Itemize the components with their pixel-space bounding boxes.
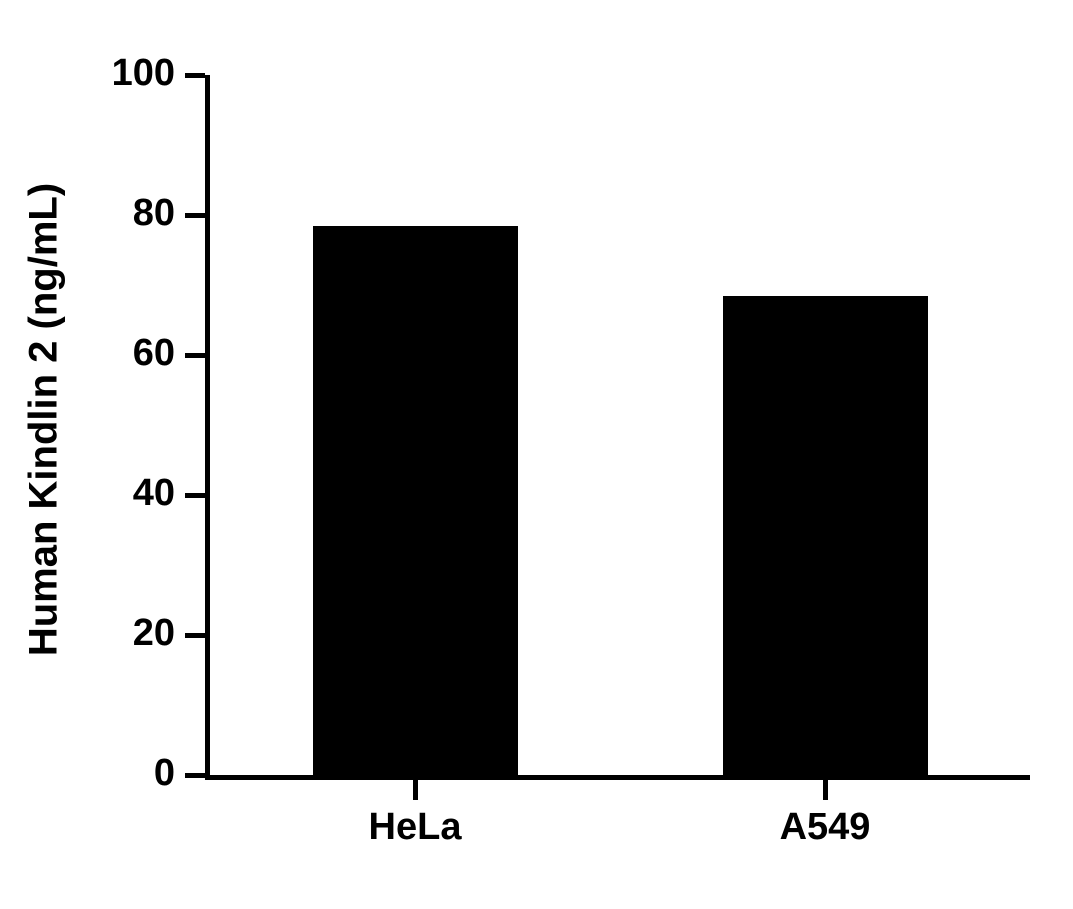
- y-tick: [185, 633, 205, 638]
- chart-container: 020406080100 HeLaA549 Human Kindlin 2 (n…: [0, 0, 1073, 909]
- bar: [313, 226, 518, 776]
- y-axis-line: [205, 75, 210, 780]
- y-tick: [185, 773, 205, 778]
- y-tick: [185, 73, 205, 78]
- x-tick-label: HeLa: [210, 806, 620, 849]
- bar: [723, 296, 928, 776]
- y-tick: [185, 353, 205, 358]
- x-axis-line: [205, 775, 1030, 780]
- x-tick: [413, 780, 418, 800]
- y-tick: [185, 493, 205, 498]
- y-tick: [185, 213, 205, 218]
- y-axis-title: Human Kindlin 2 (ng/mL): [22, 70, 67, 770]
- x-tick-label: A549: [620, 806, 1030, 849]
- x-tick: [823, 780, 828, 800]
